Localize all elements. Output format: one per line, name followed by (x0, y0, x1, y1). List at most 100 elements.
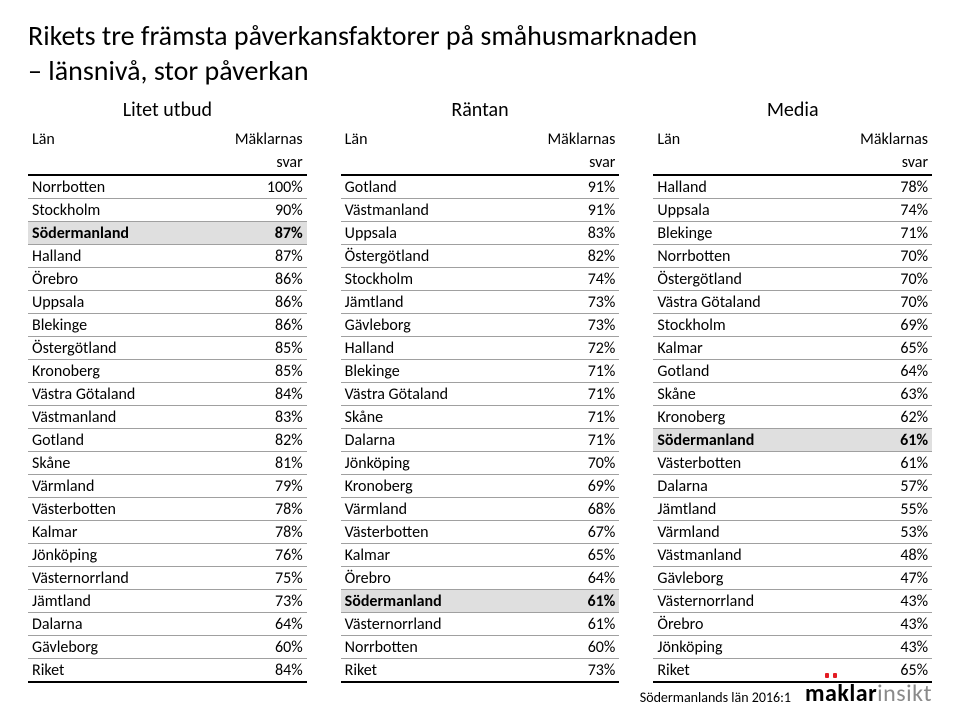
table-row: Värmland53% (653, 521, 932, 544)
cell-value: 83% (194, 406, 307, 429)
cell-label: Stockholm (28, 199, 194, 222)
cell-label: Stockholm (653, 314, 819, 337)
table-row: Gotland64% (653, 360, 932, 383)
cell-label: Gävleborg (341, 314, 507, 337)
cell-label: Västmanland (28, 406, 194, 429)
cell-label: Södermanland (28, 222, 194, 245)
cell-value: 64% (819, 360, 932, 383)
table-row: Jämtland73% (28, 590, 307, 613)
cell-label: Västernorrland (341, 613, 507, 636)
cell-value: 87% (194, 222, 307, 245)
logo-part1: maklar (805, 682, 877, 706)
cell-value: 70% (819, 268, 932, 291)
cell-value: 78% (194, 498, 307, 521)
cell-label: Kronoberg (653, 406, 819, 429)
cell-value: 79% (194, 475, 307, 498)
cell-label: Halland (28, 245, 194, 268)
table-row: Dalarna64% (28, 613, 307, 636)
cell-value: 91% (506, 175, 619, 199)
cell-value: 78% (194, 521, 307, 544)
table-row: Blekinge71% (341, 360, 620, 383)
table-row: Blekinge86% (28, 314, 307, 337)
cell-value: 64% (506, 567, 619, 590)
header-maklarnas: Mäklarnas (506, 128, 619, 151)
table-row: Dalarna57% (653, 475, 932, 498)
cell-label: Örebro (653, 613, 819, 636)
cell-label: Riket (28, 659, 194, 683)
cell-label: Gotland (341, 175, 507, 199)
cell-value: 73% (506, 291, 619, 314)
cell-value: 87% (194, 245, 307, 268)
cell-value: 71% (506, 429, 619, 452)
cell-value: 85% (194, 337, 307, 360)
table-row: Gävleborg73% (341, 314, 620, 337)
table-row: Gävleborg47% (653, 567, 932, 590)
cell-label: Jämtland (28, 590, 194, 613)
cell-value: 71% (819, 222, 932, 245)
table-row: Kronoberg69% (341, 475, 620, 498)
cell-value: 74% (506, 268, 619, 291)
table-row: Dalarna71% (341, 429, 620, 452)
table-row: Halland72% (341, 337, 620, 360)
cell-label: Västra Götaland (28, 383, 194, 406)
title-line2: – länsnivå, stor påverkan (28, 53, 309, 88)
cell-label: Skåne (341, 406, 507, 429)
cell-label: Västerbotten (28, 498, 194, 521)
cell-label: Norrbotten (653, 245, 819, 268)
cell-label: Västra Götaland (653, 291, 819, 314)
header-svar: svar (819, 151, 932, 175)
cell-label: Gotland (653, 360, 819, 383)
cell-value: 61% (506, 613, 619, 636)
cell-value: 84% (194, 383, 307, 406)
cell-value: 62% (819, 406, 932, 429)
cell-label: Halland (341, 337, 507, 360)
cell-value: 70% (819, 291, 932, 314)
table-row: Södermanland87% (28, 222, 307, 245)
cell-label: Kalmar (341, 544, 507, 567)
cell-label: Jämtland (653, 498, 819, 521)
column-title: Media (653, 98, 932, 122)
cell-label: Blekinge (28, 314, 194, 337)
header-blank (341, 151, 507, 175)
cell-value: 43% (819, 613, 932, 636)
cell-value: 61% (506, 590, 619, 613)
cell-label: Kronoberg (341, 475, 507, 498)
column-title: Litet utbud (28, 98, 307, 122)
table-row: Östergötland85% (28, 337, 307, 360)
footer: Södermanlands län 2016:1 maklarinsikt (640, 682, 932, 706)
cell-value: 60% (506, 636, 619, 659)
table-row: Örebro43% (653, 613, 932, 636)
cell-label: Värmland (341, 498, 507, 521)
cell-value: 65% (819, 337, 932, 360)
cell-label: Östergötland (28, 337, 194, 360)
table-row: Skåne63% (653, 383, 932, 406)
cell-label: Skåne (653, 383, 819, 406)
cell-value: 43% (819, 590, 932, 613)
cell-value: 61% (819, 452, 932, 475)
cell-value: 85% (194, 360, 307, 383)
cell-value: 86% (194, 291, 307, 314)
cell-label: Jönköping (28, 544, 194, 567)
cell-value: 86% (194, 268, 307, 291)
cell-value: 81% (194, 452, 307, 475)
cell-value: 86% (194, 314, 307, 337)
cell-label: Norrbotten (28, 175, 194, 199)
table-row: Skåne71% (341, 406, 620, 429)
cell-label: Jönköping (653, 636, 819, 659)
cell-label: Dalarna (653, 475, 819, 498)
table-row: Värmland68% (341, 498, 620, 521)
table-row: Norrbotten70% (653, 245, 932, 268)
cell-value: 53% (819, 521, 932, 544)
cell-label: Gotland (28, 429, 194, 452)
cell-value: 76% (194, 544, 307, 567)
header-svar: svar (506, 151, 619, 175)
table-row: Stockholm74% (341, 268, 620, 291)
table-row: Halland87% (28, 245, 307, 268)
cell-value: 61% (819, 429, 932, 452)
table-row: Västra Götaland71% (341, 383, 620, 406)
header-blank (653, 151, 819, 175)
table-row: Västerbotten67% (341, 521, 620, 544)
header-svar: svar (194, 151, 307, 175)
cell-value: 71% (506, 360, 619, 383)
cell-label: Västernorrland (653, 590, 819, 613)
